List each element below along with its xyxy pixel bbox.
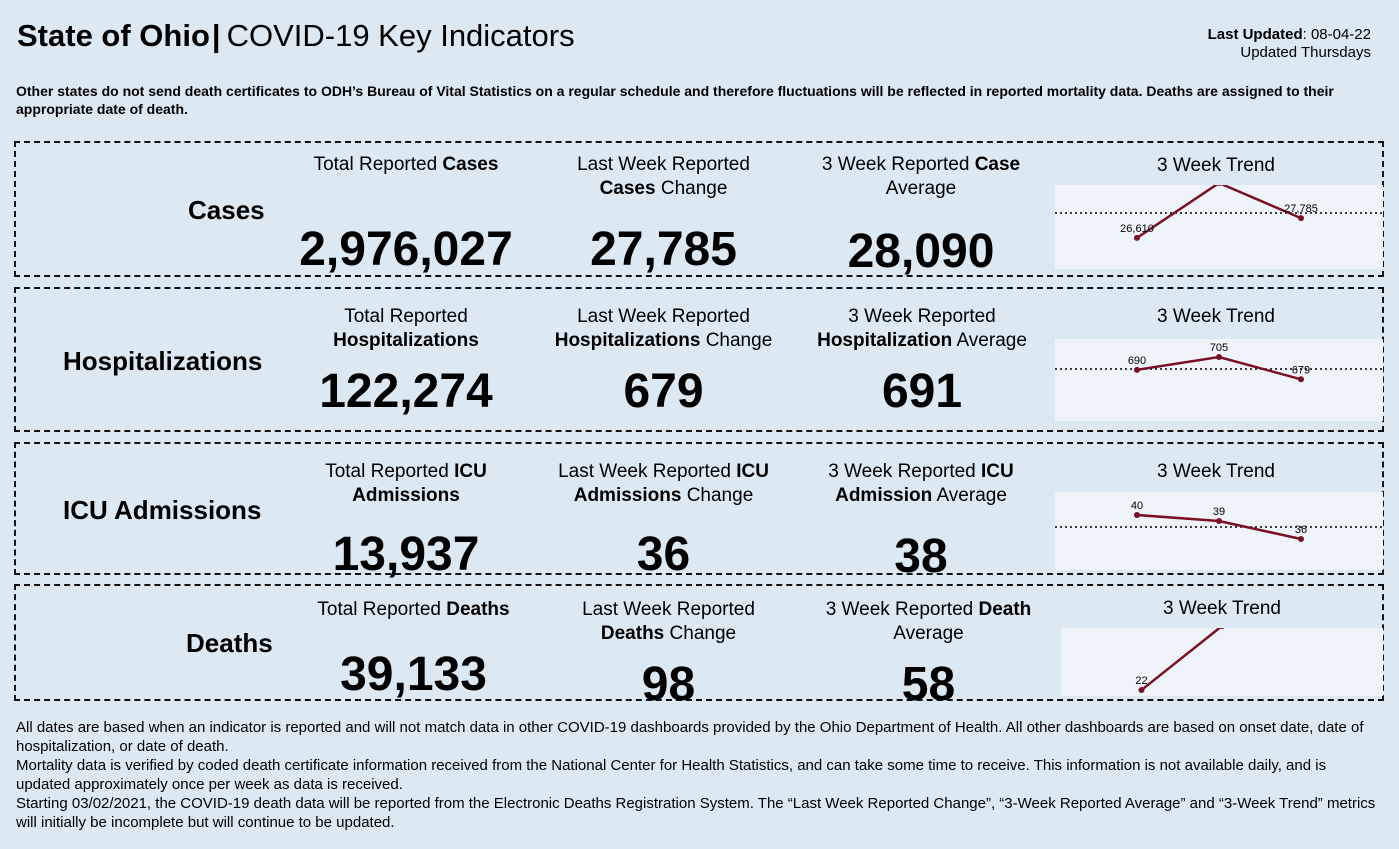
metric-value: 38: [894, 530, 948, 583]
metric-value: 28,090: [847, 225, 995, 278]
trend-point: [1219, 628, 1225, 629]
metric-weekly-change: Last Week Reported Deaths Change 98: [556, 598, 781, 711]
trend-line: [1136, 355, 1302, 381]
panel-deaths: Deaths Total Reported Deaths 39,133 Last…: [14, 584, 1384, 711]
title-separator: |: [211, 18, 221, 53]
trend-point: [1134, 512, 1140, 518]
trend-point: [1216, 518, 1222, 524]
metric-value: 679: [623, 365, 704, 418]
panel-label: Cases: [188, 195, 265, 225]
trend-data-label: 36: [1295, 524, 1307, 536]
trend-line: [1136, 185, 1302, 239]
metric-three-week-average: 3 Week Reported ICU Admission Average 38: [816, 460, 1026, 583]
trend-point: [1298, 376, 1304, 383]
metric-label: Total Reported ICU Admissions: [325, 461, 487, 506]
last-updated-label: Last Updated: [1207, 26, 1303, 43]
panel-icu-admissions: ICU Admissions Total Reported ICU Admiss…: [14, 442, 1384, 583]
metric-value: 122,274: [319, 365, 493, 418]
last-updated: Last Updated: 08-04-22 Updated Thursdays: [1208, 26, 1371, 62]
metric-label: 3 Week Reported ICU Admission Average: [828, 461, 1014, 506]
trend-svg: 690 705 679: [1055, 342, 1383, 383]
page-title: State of Ohio| COVID-19 Key Indicators: [17, 18, 1377, 54]
trend-svg: 40 39 36: [1055, 500, 1383, 542]
trend-svg: 22: [1135, 628, 1225, 693]
metric-weekly-change: Last Week Reported Hospitalizations Chan…: [546, 305, 781, 425]
trend-data-label: 22: [1135, 675, 1147, 687]
trend-point: [1298, 215, 1304, 222]
trend-point: [1138, 687, 1145, 693]
trend-title: 3 Week Trend: [1157, 461, 1275, 482]
trend-chart: 22: [1061, 628, 1383, 696]
title-subtitle: COVID-19 Key Indicators: [226, 18, 575, 53]
trend-svg: 26,610 27,785: [1055, 185, 1383, 241]
metric-label: Total Reported Hospitalizations: [333, 306, 479, 351]
metric-value: 36: [636, 528, 691, 581]
metric-label: Last Week Reported Cases Change: [577, 154, 750, 199]
metric-total: Total Reported Cases 2,976,027: [286, 153, 526, 276]
title-state: State of Ohio: [17, 18, 210, 53]
metric-three-week-average: 3 Week Reported Case Average 28,090: [806, 153, 1036, 278]
metric-label: Last Week Reported ICU Admissions Change: [558, 461, 769, 506]
metric-value: 27,785: [590, 223, 737, 276]
trend-title: 3 Week Trend: [1157, 155, 1275, 176]
panel-label: Deaths: [186, 628, 273, 658]
metric-weekly-change: Last Week Reported ICU Admissions Change…: [546, 460, 781, 581]
panel-hospitalizations: Hospitalizations Total Reported Hospital…: [14, 287, 1384, 432]
trend-chart: 690 705 679: [1055, 339, 1383, 421]
trend-title: 3 Week Trend: [1157, 306, 1275, 327]
trend-chart: 26,610 27,785: [1055, 185, 1383, 269]
metric-value: 691: [881, 365, 963, 418]
metric-three-week-average: 3 Week Reported Hospitalization Average …: [808, 305, 1036, 425]
trend-point: [1216, 354, 1222, 360]
metric-total: Total Reported ICU Admissions 13,937: [306, 460, 506, 581]
trend-data-label: 27,785: [1284, 203, 1318, 215]
metric-three-week-average: 3 Week Reported Death Average 58: [816, 598, 1041, 711]
trend-point: [1134, 366, 1140, 373]
panel-label: Hospitalizations: [63, 346, 263, 376]
trend-title: 3 Week Trend: [1163, 598, 1281, 619]
metric-label: Last Week Reported Hospitalizations Chan…: [554, 306, 773, 351]
last-updated-value: : 08-04-22: [1302, 26, 1371, 43]
trend-point: [1298, 536, 1304, 542]
metric-total: Total Reported Hospitalizations 122,274: [296, 305, 516, 425]
update-schedule: Updated Thursdays: [1240, 44, 1371, 61]
trend-data-label: 690: [1128, 355, 1146, 367]
metric-weekly-change: Last Week Reported Cases Change 27,785: [551, 153, 776, 276]
footer-notes: All dates are based when an indicator is…: [16, 718, 1381, 832]
dashboard-header: State of Ohio| COVID-19 Key Indicators La…: [17, 18, 1377, 61]
trend-line: [1140, 628, 1222, 691]
metric-label: Total Reported Deaths: [317, 599, 510, 620]
trend-data-label: 26,610: [1120, 223, 1154, 235]
footer-note: Mortality data is verified by coded deat…: [16, 757, 1327, 793]
trend-data-label: 705: [1210, 342, 1228, 354]
trend-data-label: 679: [1292, 364, 1310, 376]
metric-value: 2,976,027: [299, 223, 513, 276]
trend-point: [1134, 234, 1140, 241]
trend-data-label: 39: [1213, 506, 1225, 518]
metric-value: 13,937: [332, 528, 480, 581]
metric-label: 3 Week Reported Death Average: [825, 599, 1032, 644]
footer-note: All dates are based when an indicator is…: [16, 719, 1364, 755]
metric-value: 98: [641, 658, 696, 711]
metric-label: 3 Week Reported Hospitalization Average: [817, 306, 1027, 351]
metric-label: Last Week Reported Deaths Change: [582, 599, 755, 644]
trend-data-label: 40: [1131, 500, 1143, 512]
trend-chart: 40 39 36: [1055, 492, 1383, 570]
metric-label: 3 Week Reported Case Average: [821, 154, 1021, 199]
metric-value: 58: [901, 658, 956, 711]
mortality-notice: Other states do not send death certifica…: [16, 83, 1334, 117]
footer-note: Starting 03/02/2021, the COVID-19 death …: [16, 795, 1376, 831]
metric-total: Total Reported Deaths 39,133: [306, 598, 521, 701]
metric-label: Total Reported Cases: [313, 154, 499, 175]
panel-label: ICU Admissions: [63, 495, 262, 525]
metric-value: 39,133: [340, 648, 487, 701]
trend-point: [1216, 185, 1222, 186]
panel-cases: Cases Total Reported Cases 2,976,027 Las…: [14, 141, 1384, 278]
